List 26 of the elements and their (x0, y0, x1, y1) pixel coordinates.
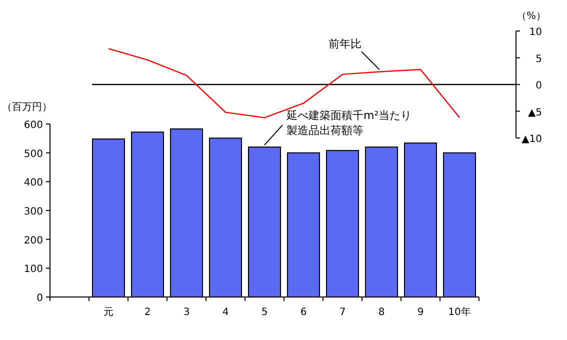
y-tick-label: ▲10 (522, 134, 542, 145)
y-tick-label: 200 (24, 235, 43, 246)
y-tick-label: 300 (24, 206, 43, 218)
x-tick-label: 4 (222, 307, 229, 318)
x-tick-label: 7 (339, 307, 346, 318)
series-label: 延べ建築面積千m²当たり製造品出荷額等 (286, 109, 412, 138)
y-tick-label: 10 (529, 27, 542, 38)
x-tick-label: 6 (300, 307, 307, 318)
y-axis-title: （%） (516, 11, 546, 22)
x-tick-label: 5 (261, 307, 268, 318)
y-tick-label: ▲5 (528, 107, 542, 118)
y-tick-label: 500 (24, 148, 43, 160)
x-tick-label: 8 (378, 307, 385, 318)
y-tick-label: 600 (24, 120, 43, 131)
y-tick-label: 100 (24, 264, 43, 276)
text: 前年比 (328, 38, 362, 51)
y-tick-label: 0 (536, 80, 542, 92)
x-tick-label: 2 (144, 307, 151, 318)
y-axis-title: （百万円） (2, 102, 52, 113)
x-tick-label: 元 (104, 307, 114, 318)
y-tick-label: 0 (36, 293, 43, 304)
x-tick-label: 9 (417, 307, 424, 318)
y-tick-label: 5 (536, 54, 542, 65)
y-tick-label: 400 (24, 178, 43, 189)
x-tick-label: 10年 (448, 306, 471, 318)
x-tick-label: 3 (183, 307, 190, 318)
